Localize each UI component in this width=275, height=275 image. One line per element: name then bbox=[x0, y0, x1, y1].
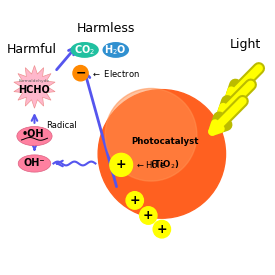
Circle shape bbox=[105, 89, 197, 181]
Text: Harmful: Harmful bbox=[7, 43, 57, 56]
Ellipse shape bbox=[103, 42, 129, 58]
Text: HCHO: HCHO bbox=[19, 85, 50, 95]
Text: $\leftarrow$Hole: $\leftarrow$Hole bbox=[135, 159, 166, 170]
Ellipse shape bbox=[17, 126, 52, 146]
Text: $\leftarrow$ Electron: $\leftarrow$ Electron bbox=[91, 68, 140, 79]
Text: +: + bbox=[130, 194, 140, 207]
Circle shape bbox=[153, 220, 170, 238]
Text: +: + bbox=[156, 223, 167, 236]
Text: Radical: Radical bbox=[46, 121, 77, 130]
Circle shape bbox=[98, 90, 226, 218]
Text: (TiO$_2$): (TiO$_2$) bbox=[150, 159, 179, 171]
Ellipse shape bbox=[18, 155, 51, 172]
Text: OH⁻: OH⁻ bbox=[24, 158, 45, 169]
Polygon shape bbox=[14, 65, 55, 108]
Circle shape bbox=[126, 192, 144, 209]
Text: Harmless: Harmless bbox=[77, 21, 136, 35]
Text: −: − bbox=[75, 67, 86, 80]
Circle shape bbox=[140, 207, 157, 224]
Text: Formaldehyde: Formaldehyde bbox=[19, 79, 50, 83]
Text: CO$_2$: CO$_2$ bbox=[74, 43, 95, 57]
Text: H$_2$O: H$_2$O bbox=[104, 43, 127, 57]
Ellipse shape bbox=[70, 42, 99, 58]
Circle shape bbox=[73, 65, 88, 81]
Text: +: + bbox=[116, 158, 126, 171]
Circle shape bbox=[110, 153, 133, 176]
Text: Light: Light bbox=[230, 38, 262, 51]
Text: +: + bbox=[143, 209, 154, 222]
Text: •OH: •OH bbox=[22, 129, 44, 139]
Text: Photocatalyst: Photocatalyst bbox=[131, 137, 198, 146]
